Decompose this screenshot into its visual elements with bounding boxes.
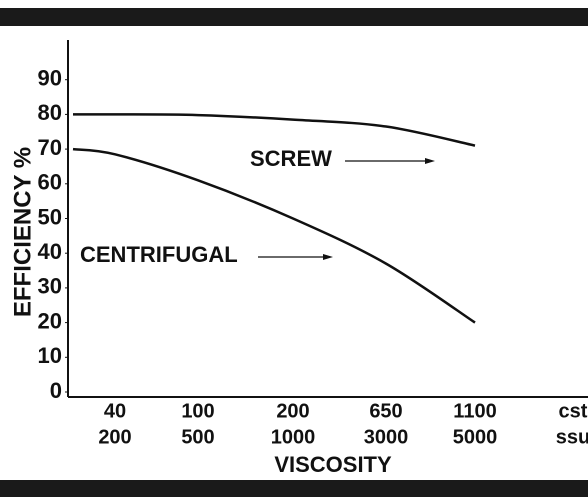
y-tick-label: 60 <box>38 170 62 195</box>
y-tick-label: 30 <box>38 274 62 299</box>
unit-label: ssu <box>556 426 588 448</box>
series-line <box>72 113 476 147</box>
y-tick-label: 40 <box>38 239 62 264</box>
y-tick-label: 50 <box>38 204 62 229</box>
y-axis-label: EFFICIENCY % <box>9 147 36 317</box>
y-tick-label: 80 <box>38 100 62 125</box>
x-tick-label: 200 <box>98 426 131 448</box>
series-label: CENTRIFUGAL <box>80 242 238 267</box>
y-tick-label: 70 <box>38 135 62 160</box>
x-tick-label: 3000 <box>364 426 409 448</box>
x-tick-label: 500 <box>181 426 214 448</box>
arrow-head <box>323 254 333 260</box>
x-axis-label: VISCOSITY <box>274 452 392 477</box>
x-tick-label: 650 <box>369 400 402 422</box>
arrow-head <box>425 158 435 164</box>
x-tick-label: 5000 <box>453 426 498 448</box>
x-tick-label: 40 <box>104 400 126 422</box>
x-tick-label: 1000 <box>271 426 316 448</box>
unit-label: cst <box>559 400 588 422</box>
x-tick-label: 1100 <box>453 400 496 422</box>
y-tick-label: 90 <box>38 66 62 91</box>
y-tick-label: 10 <box>38 343 62 368</box>
x-tick-label: 100 <box>181 400 214 422</box>
y-tick-label: 0 <box>50 378 62 403</box>
y-tick-label: 20 <box>38 308 62 333</box>
series-label: SCREW <box>250 146 332 171</box>
x-tick-label: 200 <box>276 400 309 422</box>
bottom-band <box>0 480 588 497</box>
top-band <box>0 8 588 26</box>
series-line <box>72 147 476 324</box>
